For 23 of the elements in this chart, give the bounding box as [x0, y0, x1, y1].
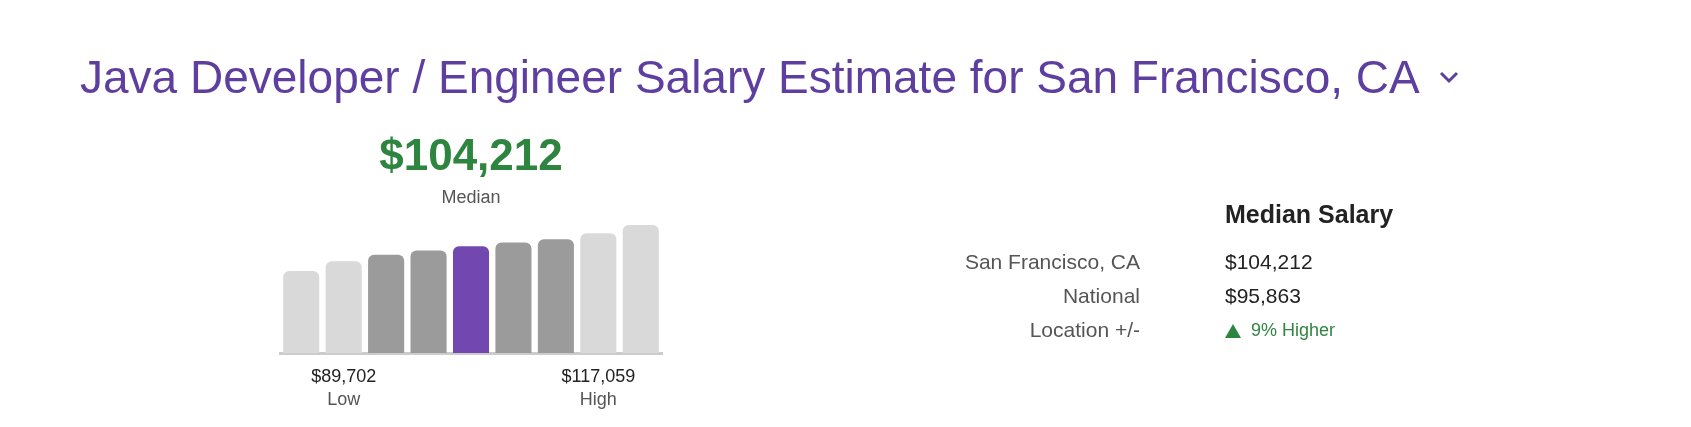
- text: Location +/-: [1029, 318, 1140, 342]
- text: Median Salary: [1225, 200, 1394, 229]
- data-label: $89,702: [311, 365, 377, 386]
- text: $104,212: [1225, 250, 1313, 274]
- text: High: [579, 388, 617, 409]
- bar: [622, 225, 659, 353]
- bar: [325, 261, 362, 353]
- bar: [537, 239, 574, 353]
- bar: [410, 250, 447, 353]
- bar: [495, 242, 532, 353]
- chart-title: Java Developer / Engineer Salary Estimate for San Francisco, CA: [80, 50, 1420, 104]
- bar: [283, 271, 320, 353]
- bar: [452, 246, 490, 353]
- text: Median: [441, 186, 501, 207]
- bar: [580, 233, 617, 353]
- data-label: $104,212: [379, 130, 563, 180]
- bar: [368, 254, 405, 353]
- text: National: [1062, 284, 1140, 308]
- text: 9% Higher: [1251, 320, 1336, 341]
- text: $95,863: [1225, 284, 1301, 308]
- data-label: $117,059: [561, 365, 636, 386]
- text: Low: [327, 388, 362, 409]
- text: San Francisco, CA: [964, 250, 1140, 274]
